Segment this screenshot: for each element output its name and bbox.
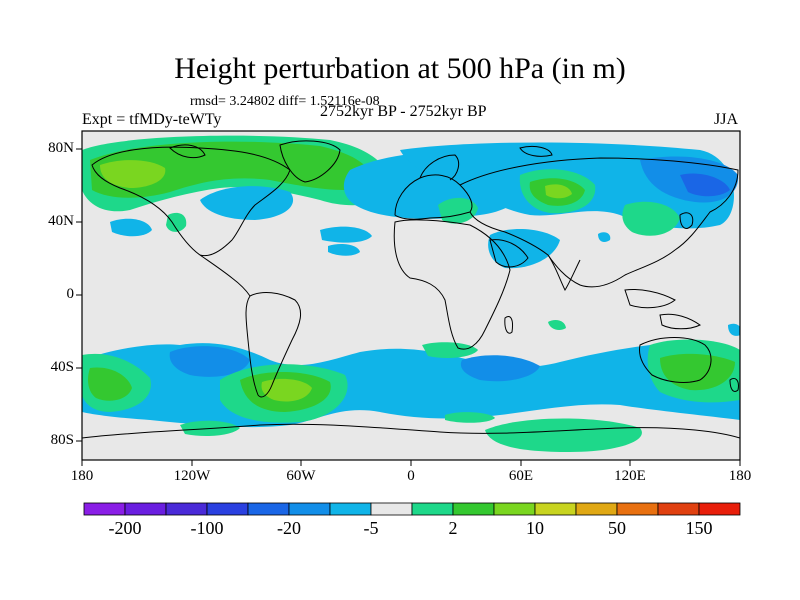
colorbar-swatch <box>698 502 741 516</box>
colorbar-swatch <box>370 502 413 516</box>
colorbar-swatch <box>206 502 249 516</box>
season-label: JJA <box>714 111 739 128</box>
colorbar-swatch <box>329 502 372 516</box>
field-contour <box>728 323 740 336</box>
lat-tick-label: 0 <box>66 286 75 302</box>
colorbar-swatch <box>165 502 208 516</box>
colorbar-swatch <box>83 502 126 516</box>
colorbar-label: 50 <box>608 518 626 538</box>
lon-tick-label: 60W <box>286 468 316 484</box>
field-contour <box>261 378 312 402</box>
lat-tick-label: 80N <box>48 140 74 156</box>
stats-line: rmsd= 3.24802 diff= 1.52116e-08 <box>190 94 380 109</box>
colorbar-swatch <box>247 502 290 516</box>
field-contour <box>485 418 642 452</box>
lon-tick-label: 120E <box>614 468 646 484</box>
field-contour <box>545 184 572 199</box>
period-label: 2752kyr BP - 2752kyr BP <box>320 103 487 120</box>
perturbation-field <box>82 135 740 452</box>
colorbar-label: -5 <box>363 518 379 538</box>
lon-tick-label: 60E <box>508 468 534 484</box>
lat-tick-label: 40S <box>50 359 74 375</box>
field-contour <box>200 186 294 220</box>
colorbar-swatch <box>575 502 618 516</box>
lon-tick-label: 0 <box>407 468 415 484</box>
field-contour <box>166 212 187 232</box>
field-contour <box>100 160 166 188</box>
colorbar-swatch <box>493 502 536 516</box>
field-contour <box>660 353 735 391</box>
lon-tick-label: 180 <box>70 468 94 484</box>
lat-tick-label: 80S <box>50 432 74 448</box>
colorbar-swatch <box>288 502 331 516</box>
field-contour <box>422 342 478 358</box>
field-contour <box>445 412 495 423</box>
colorbar-label: 2 <box>448 518 458 538</box>
coastlines <box>82 140 740 439</box>
colorbar-swatch <box>616 502 659 516</box>
field-contour <box>88 367 132 401</box>
field-contour <box>680 173 730 197</box>
colorbar-swatch <box>534 502 577 516</box>
colorbar-swatch <box>657 502 700 516</box>
field-contour <box>548 320 566 330</box>
field-contour <box>320 226 372 243</box>
colorbar-label: 10 <box>526 518 544 538</box>
map-title: Height perturbation at 500 hPa (in m) <box>174 52 626 85</box>
field-contour <box>328 244 360 256</box>
field-contour <box>598 232 611 242</box>
lat-tick-label: 40N <box>48 213 74 229</box>
field-contour <box>460 355 540 382</box>
field-contour <box>110 218 152 237</box>
field-contour <box>90 141 373 198</box>
field-contour <box>169 346 250 377</box>
colorbar-label: 150 <box>685 518 713 538</box>
colorbar-swatch <box>124 502 167 516</box>
experiment-label: Expt = tfMDy-teWTy <box>82 111 222 128</box>
colorbar-label: -20 <box>277 518 301 538</box>
colorbar-label: -200 <box>108 518 142 538</box>
lon-tick-label: 120W <box>173 468 211 484</box>
colorbar-swatch <box>452 502 495 516</box>
field-contour <box>622 201 680 236</box>
lon-tick-label: 180 <box>728 468 752 484</box>
colorbar-swatch <box>411 502 454 516</box>
colorbar-label: -100 <box>190 518 224 538</box>
axis-ticks <box>76 148 741 466</box>
colorbar <box>83 502 741 516</box>
